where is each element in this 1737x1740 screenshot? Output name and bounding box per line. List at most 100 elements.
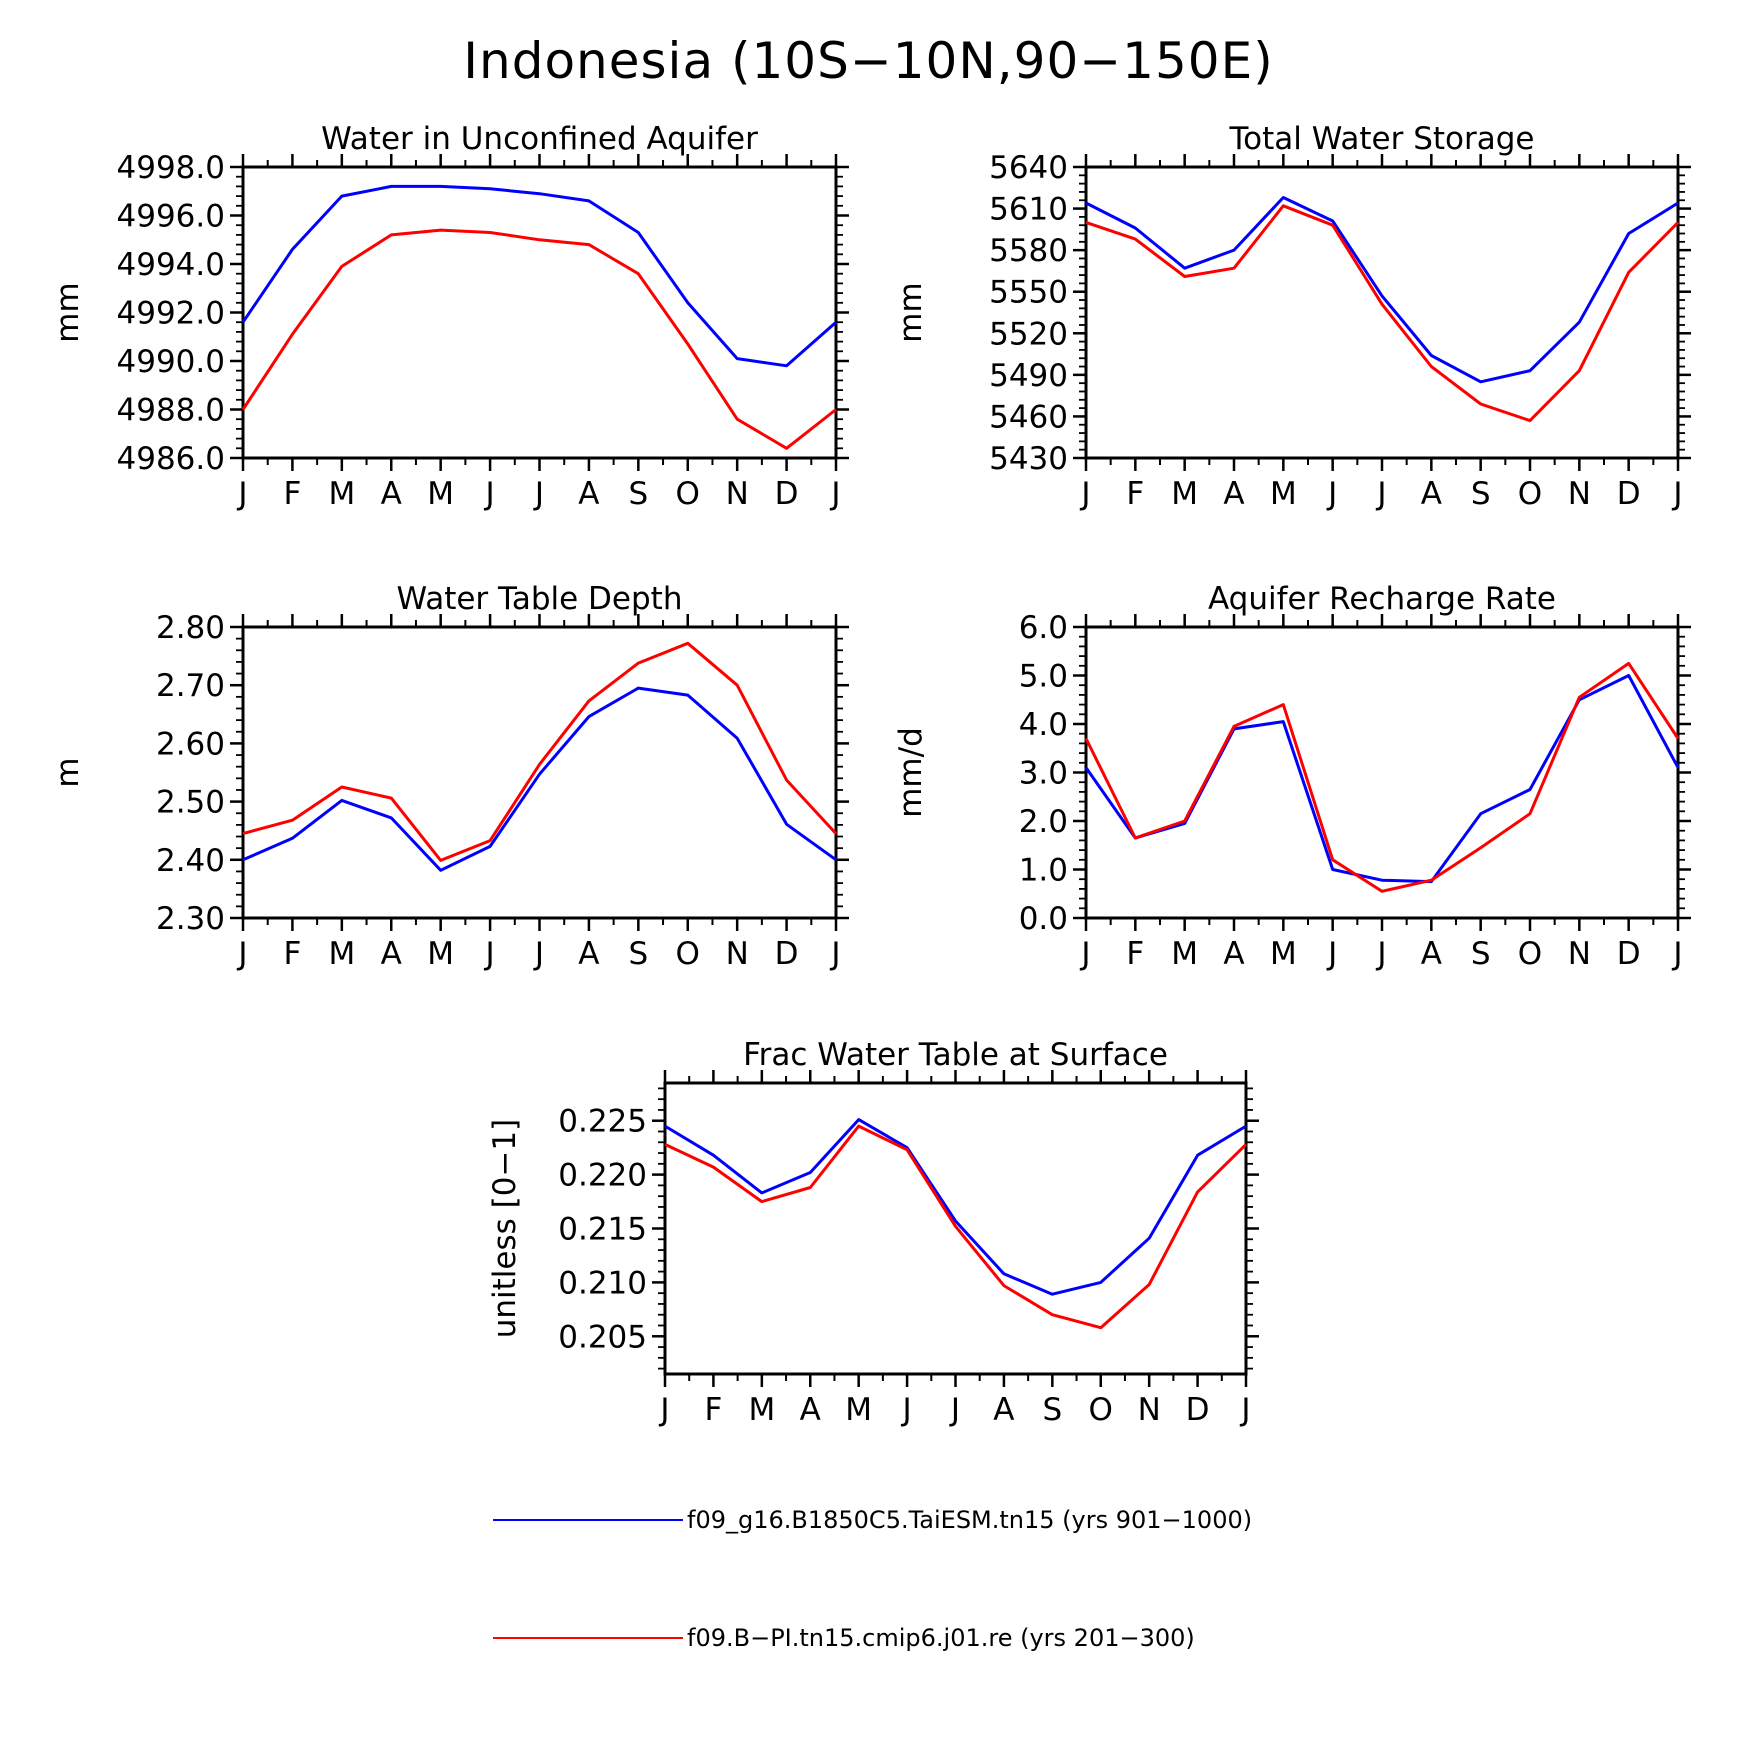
x-tick-label: A xyxy=(1421,936,1442,972)
series-line xyxy=(1084,661,1680,893)
x-tick-label: M xyxy=(1171,936,1198,972)
y-tick-label: 6.0 xyxy=(1019,610,1068,646)
x-tick-label: M xyxy=(328,936,355,972)
x-tick-label: A xyxy=(381,936,402,972)
series-line xyxy=(1085,204,1680,423)
x-tick-label: M xyxy=(845,1392,872,1428)
y-tick-label: 5460 xyxy=(989,399,1068,435)
y-tick-label: 0.220 xyxy=(558,1158,647,1194)
y-tick-label: 5.0 xyxy=(1019,659,1068,695)
x-tick-label: J xyxy=(829,936,840,972)
x-tick-label: J xyxy=(236,936,247,972)
y-tick-label: 2.30 xyxy=(156,901,225,937)
y-axis-label: mm/d xyxy=(893,727,929,818)
y-tick-label: 0.0 xyxy=(1019,901,1068,937)
x-tick-label: M xyxy=(427,476,454,512)
x-tick-label: D xyxy=(1617,936,1641,972)
x-tick-label: J xyxy=(658,1392,669,1428)
series-line xyxy=(242,641,838,862)
y-tick-label: 5610 xyxy=(989,192,1068,228)
y-tick-label: 0.205 xyxy=(558,1319,647,1355)
y-tick-label: 2.70 xyxy=(156,668,225,704)
y-tick-label: 2.80 xyxy=(156,610,225,646)
x-tick-label: O xyxy=(1518,476,1542,512)
plot-frame xyxy=(1084,165,1680,460)
y-tick-label: 4990.0 xyxy=(117,344,225,380)
x-tick-label: M xyxy=(1270,936,1297,972)
x-tick-label: M xyxy=(748,1392,775,1428)
y-tick-label: 4998.0 xyxy=(117,150,225,186)
x-tick-label: S xyxy=(1471,936,1491,972)
panel-title: Aquifer Recharge Rate xyxy=(1208,581,1556,617)
x-tick-label: A xyxy=(1223,476,1244,512)
x-tick-label: J xyxy=(1326,936,1337,972)
y-tick-label: 0.210 xyxy=(558,1265,647,1301)
y-tick-label: 0.225 xyxy=(558,1104,647,1140)
y-tick-label: 4986.0 xyxy=(117,441,225,477)
x-tick-label: J xyxy=(829,476,840,512)
x-tick-label: S xyxy=(628,476,648,512)
x-tick-label: N xyxy=(1568,476,1591,512)
panel-water-table-depth: J F M A M J J A S O N D J2.302.402.502.602.702.80Wat… xyxy=(50,581,849,972)
y-tick-label: 1.0 xyxy=(1019,853,1068,889)
x-tick-label: D xyxy=(775,936,799,972)
legend-label: f09_g16.B1850C5.TaiESM.tn15 (yrs 901−100… xyxy=(687,1506,1252,1534)
x-tick-label: N xyxy=(726,936,749,972)
x-tick-label: O xyxy=(1518,936,1542,972)
x-tick-label: J xyxy=(901,1392,912,1428)
series-line xyxy=(664,1124,1248,1330)
x-tick-label: D xyxy=(775,476,799,512)
x-tick-label: A xyxy=(1421,476,1442,512)
x-tick-label: O xyxy=(676,936,700,972)
x-tick-label: M xyxy=(427,936,454,972)
y-tick-label: 0.215 xyxy=(558,1212,647,1248)
panel-title: Water in Unconfined Aquifer xyxy=(321,121,758,157)
x-tick-label: F xyxy=(283,936,301,972)
x-tick-label: J xyxy=(1079,936,1090,972)
x-tick-label: M xyxy=(328,476,355,512)
series-line xyxy=(242,686,837,872)
y-tick-label: 4994.0 xyxy=(117,247,225,283)
y-axis-label: unitless [0−1] xyxy=(487,1119,523,1339)
x-tick-label: A xyxy=(578,936,599,972)
x-tick-label: J xyxy=(484,936,495,972)
x-tick-label: F xyxy=(1126,476,1144,512)
y-tick-label: 4988.0 xyxy=(117,393,225,429)
legend-label: f09.B−PI.tn15.cmip6.j01.re (yrs 201−300) xyxy=(687,1624,1195,1652)
y-tick-label: 5520 xyxy=(989,316,1068,352)
x-tick-label: M xyxy=(1270,476,1297,512)
x-tick-label: J xyxy=(1671,476,1682,512)
x-tick-label: F xyxy=(283,476,301,512)
x-tick-label: F xyxy=(704,1392,722,1428)
x-tick-label: N xyxy=(1568,936,1591,972)
y-axis-label: mm xyxy=(893,282,929,342)
x-tick-label: D xyxy=(1617,476,1641,512)
x-tick-label: O xyxy=(1089,1392,1113,1428)
y-axis-label: mm xyxy=(50,282,86,342)
x-tick-label: S xyxy=(1471,476,1491,512)
y-tick-label: 5640 xyxy=(989,150,1068,186)
y-tick-label: 4992.0 xyxy=(117,296,225,332)
x-tick-label: A xyxy=(381,476,402,512)
x-tick-label: S xyxy=(628,936,648,972)
x-tick-label: A xyxy=(800,1392,821,1428)
x-tick-label: D xyxy=(1186,1392,1210,1428)
plot-frame xyxy=(1084,625,1680,920)
x-tick-label: J xyxy=(1239,1392,1250,1428)
legend: f09_g16.B1850C5.TaiESM.tn15 (yrs 901−100… xyxy=(493,1506,1252,1652)
y-tick-label: 4996.0 xyxy=(117,199,225,235)
panel-frac-water-table-at-surface: J F M A M J J A S O N D J0.2050.2100.2150.2200.225Fr… xyxy=(487,1037,1259,1428)
y-tick-label: 3.0 xyxy=(1019,756,1068,792)
x-tick-label: J xyxy=(1375,936,1386,972)
y-tick-label: 2.50 xyxy=(156,785,225,821)
series-line xyxy=(664,1118,1247,1296)
y-tick-label: 4.0 xyxy=(1019,707,1068,743)
x-tick-label: S xyxy=(1042,1392,1062,1428)
y-tick-label: 2.40 xyxy=(156,843,225,879)
x-tick-label: M xyxy=(1171,476,1198,512)
y-tick-label: 5490 xyxy=(989,358,1068,394)
x-tick-label: J xyxy=(1326,476,1337,512)
y-axis-label: m xyxy=(50,757,86,787)
series-line xyxy=(1084,674,1680,884)
